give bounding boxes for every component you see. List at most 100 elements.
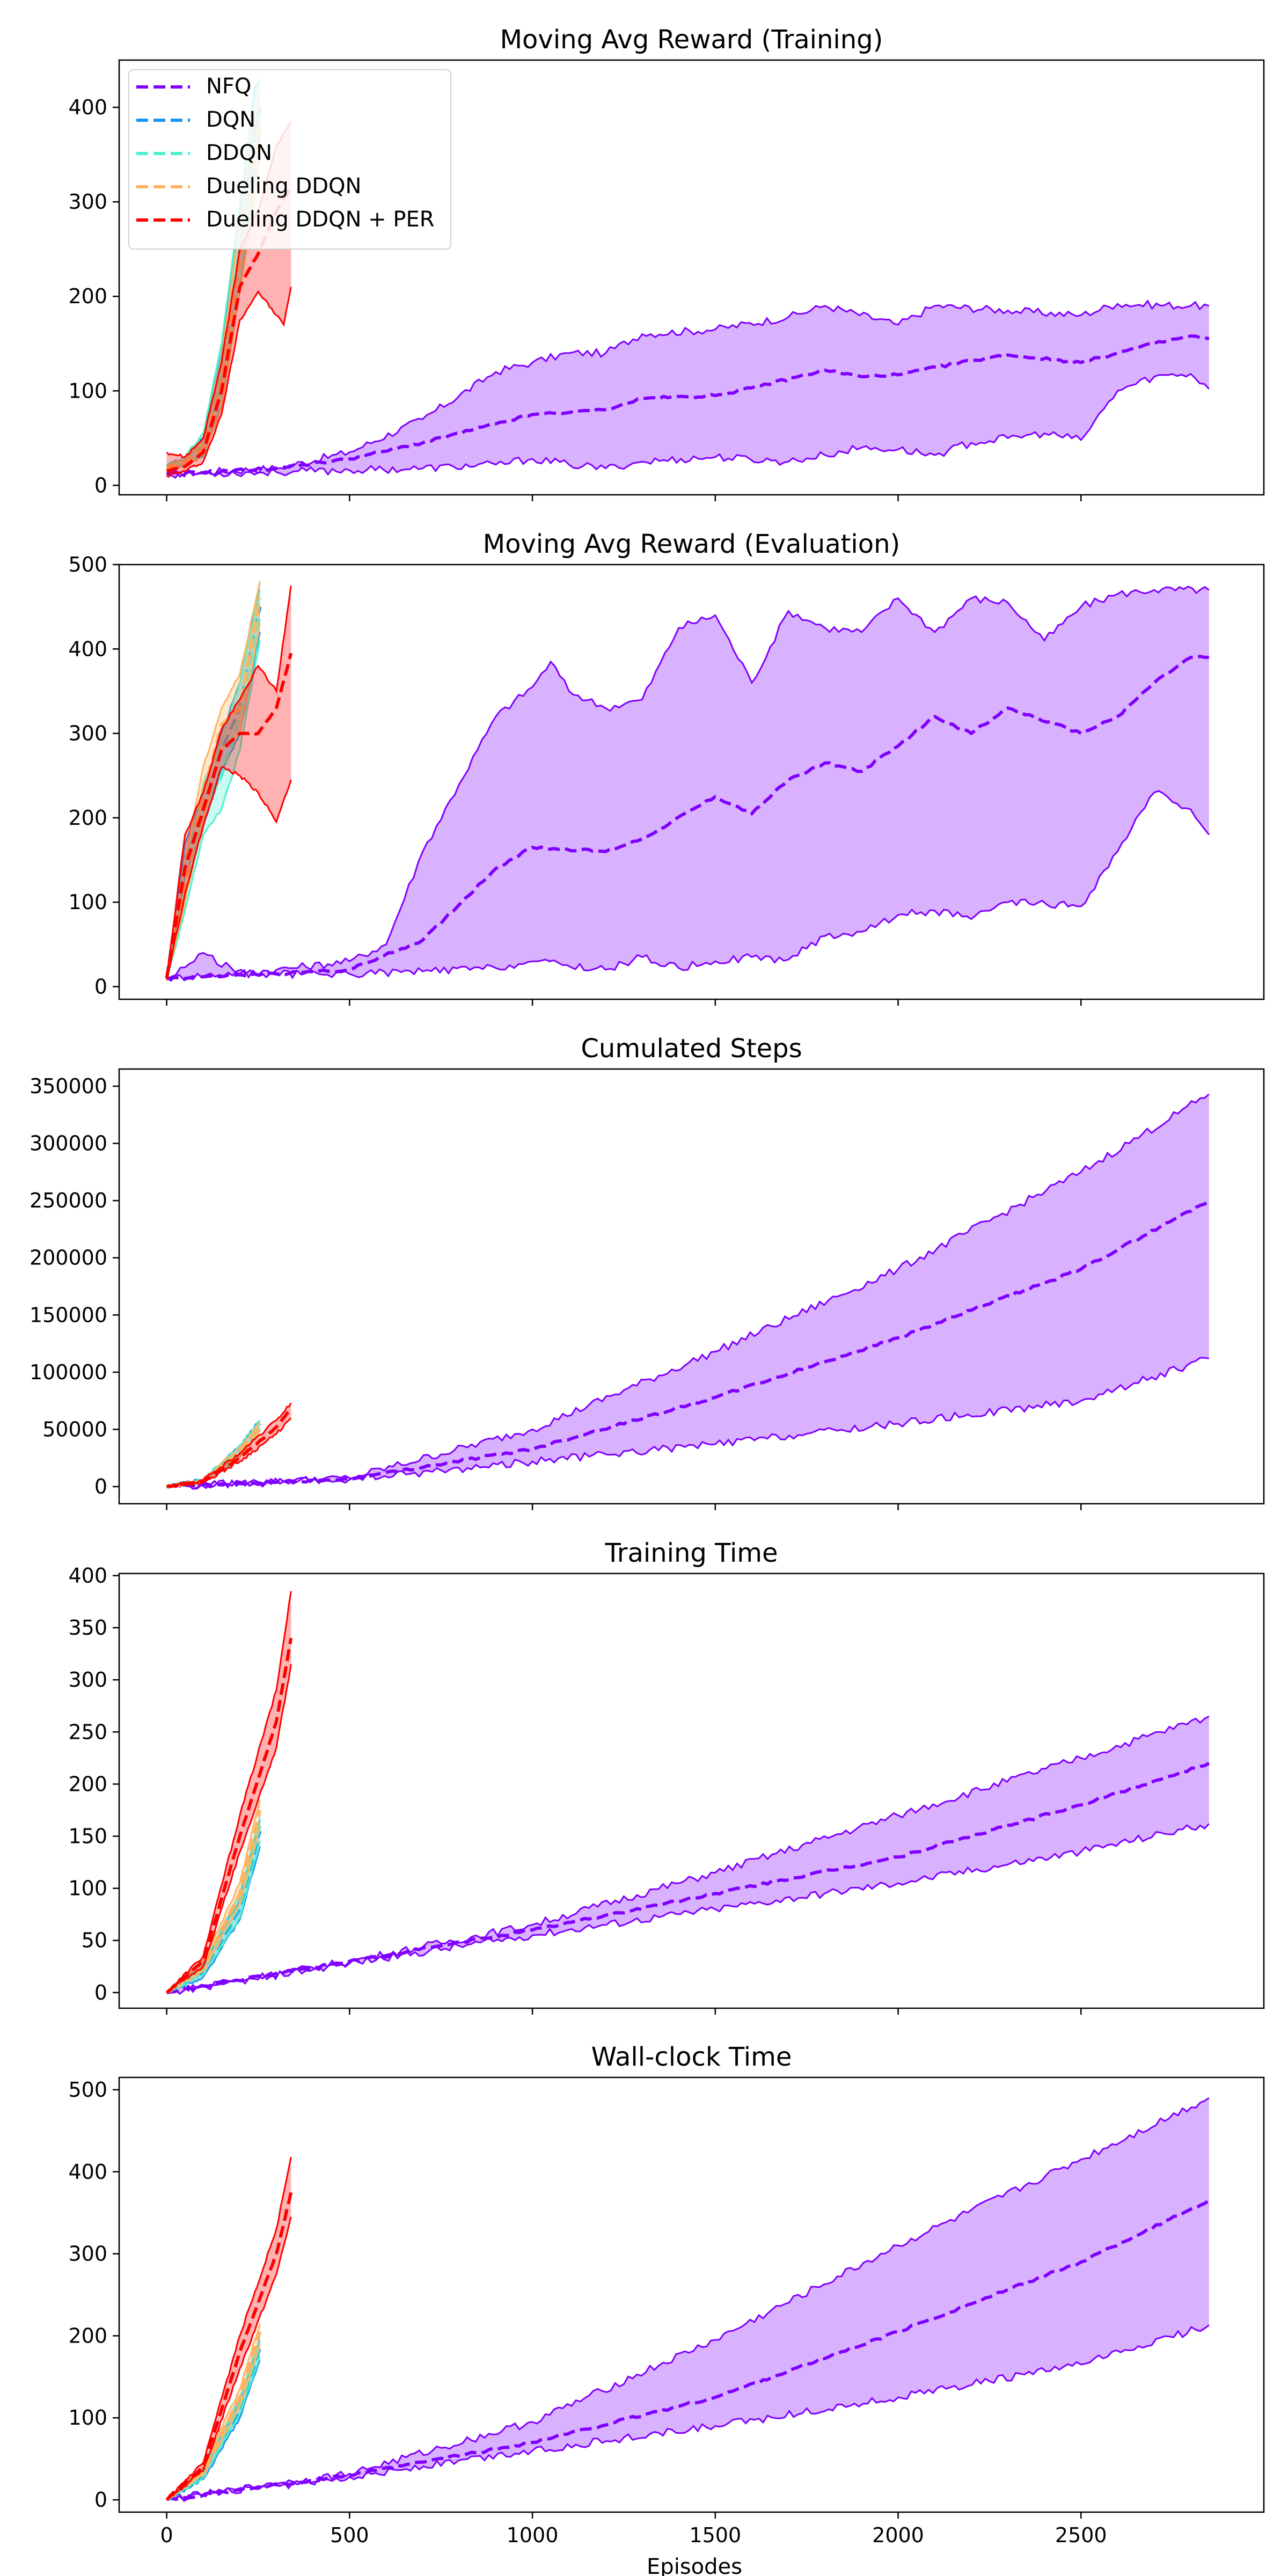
min-line-dueling-ddqn-per xyxy=(166,766,292,980)
panel-title: Moving Avg Reward (Evaluation) xyxy=(483,529,901,559)
min-line-dueling-ddqn xyxy=(166,623,261,980)
y-tick-label: 400 xyxy=(68,1564,107,1587)
y-tick-label: 200000 xyxy=(30,1246,107,1270)
band-nfq xyxy=(166,2098,1209,2501)
legend-label: Dueling DDQN xyxy=(206,174,361,199)
y-tick-label: 100 xyxy=(68,890,107,914)
panel-cumulated-steps: Cumulated Steps 0 50000 100000 150000 200000 2… xyxy=(30,1034,1265,1510)
axes-frame xyxy=(118,564,1265,1000)
y-tick-label: 250 xyxy=(68,1720,107,1744)
mean-line-dueling-ddqn xyxy=(166,1425,261,1488)
y-tick-label: 350000 xyxy=(30,1074,107,1098)
axes-frame xyxy=(118,1572,1265,2009)
min-line-dueling-ddqn-per xyxy=(166,1664,292,1994)
y-tick-label: 150000 xyxy=(30,1303,107,1327)
band-ddqn xyxy=(166,1817,260,1993)
max-line-nfq xyxy=(166,2097,1210,2502)
max-line-nfq xyxy=(166,586,1210,982)
x-tick-label: 2500 xyxy=(1055,2523,1107,2547)
y-tick-label: 350 xyxy=(68,1616,107,1640)
y-tick-label: 0 xyxy=(94,1981,107,2004)
y-tick-label: 300 xyxy=(68,190,107,214)
legend-label: DQN xyxy=(206,107,255,132)
band-nfq xyxy=(166,301,1209,478)
panel-title: Wall-clock Time xyxy=(591,2042,792,2072)
series-nfq xyxy=(166,1715,1210,1995)
series-nfq xyxy=(166,1093,1210,1490)
y-tick-label: 400 xyxy=(68,96,107,119)
x-tick-label: 1500 xyxy=(689,2523,741,2547)
series-dueling-ddqn-per xyxy=(166,1402,292,1488)
y-tick-label: 0 xyxy=(94,975,107,998)
y-tick-label: 300 xyxy=(68,1668,107,1692)
panel-moving-avg-reward-training: Moving Avg Reward (Training) 0 100 200 300 40… xyxy=(68,25,1265,501)
legend-label: NFQ xyxy=(206,74,251,99)
mean-line-nfq xyxy=(166,1761,1210,1994)
y-tick-label: 400 xyxy=(68,2160,107,2184)
band-nfq xyxy=(166,1716,1209,1994)
mean-line-dueling-ddqn-per xyxy=(165,2192,293,2501)
max-line-nfq xyxy=(166,1093,1210,1490)
mean-line-nfq xyxy=(166,655,1209,980)
mean-line-nfq xyxy=(166,334,1210,476)
y-tick-label: 500 xyxy=(68,2078,107,2102)
y-tick-label: 200 xyxy=(68,806,107,830)
y-tick-label: 300000 xyxy=(30,1132,107,1155)
axes-frame xyxy=(118,1068,1265,1505)
series-dueling-ddqn-per xyxy=(165,586,293,980)
min-line-nfq xyxy=(166,372,1210,479)
y-tick-label: 100000 xyxy=(30,1360,107,1384)
y-tick-label: 50 xyxy=(82,1929,107,1952)
y-tick-label: 500 xyxy=(68,553,107,576)
x-tick-label: 500 xyxy=(330,2523,369,2547)
chart-panels: Moving Avg Reward (Training) 0 100 200 300 40… xyxy=(30,25,1265,2547)
max-line-dueling-ddqn-per xyxy=(166,586,292,977)
plot-area xyxy=(166,1093,1210,1490)
max-line-nfq xyxy=(166,299,1210,478)
legend-frame xyxy=(128,69,451,250)
series-nfq xyxy=(166,586,1210,982)
x-axis-label: Episodes xyxy=(647,2555,742,2576)
y-tick-label: 0 xyxy=(94,473,107,497)
panel-wall-clock-time: Wall-clock Time 0 100 200 300 400 500 0 500 1000 1… xyxy=(68,2042,1265,2547)
legend-label: DDQN xyxy=(206,141,272,165)
plot-area xyxy=(165,581,1210,982)
x-tick-label: 1000 xyxy=(507,2523,559,2547)
legend-label: Dueling DDQN + PER xyxy=(206,207,435,232)
series-nfq xyxy=(166,299,1210,479)
min-line-dueling-ddqn-per xyxy=(166,2216,292,2501)
max-line-dueling-ddqn-per xyxy=(166,1402,292,1488)
legend: NFQ DQN DDQN Dueling DDQN Dueling DDQN + PER xyxy=(128,69,451,250)
y-tick-label: 400 xyxy=(68,637,107,661)
band-dueling-ddqn-per xyxy=(166,586,291,980)
y-tick-label: 200 xyxy=(68,2324,107,2347)
y-tick-label: 300 xyxy=(68,2242,107,2266)
plot-area xyxy=(165,2097,1210,2502)
y-tick-label: 250000 xyxy=(30,1189,107,1212)
mean-line-dueling-ddqn xyxy=(165,1810,262,1994)
plot-area xyxy=(165,1591,1210,1995)
band-dqn xyxy=(166,1420,260,1488)
y-tick-label: 100 xyxy=(68,379,107,402)
series-dueling-ddqn-per xyxy=(165,2156,293,2501)
mean-line-dueling-ddqn-per xyxy=(165,1637,293,1994)
max-line-dueling-ddqn-per xyxy=(166,2156,292,2500)
axes-frame xyxy=(118,2076,1265,2513)
panel-title: Cumulated Steps xyxy=(581,1034,802,1064)
y-tick-label: 200 xyxy=(68,1772,107,1796)
y-tick-label: 100 xyxy=(68,2406,107,2429)
band-nfq xyxy=(166,587,1209,981)
min-line-dueling-ddqn-per xyxy=(166,287,292,478)
series-dueling-ddqn-per xyxy=(165,1591,293,1994)
y-tick-label: 50000 xyxy=(42,1417,107,1441)
mean-line-nfq xyxy=(166,2199,1210,2501)
panel-title: Moving Avg Reward (Training) xyxy=(500,25,883,55)
x-tick-label: 2000 xyxy=(872,2523,924,2547)
y-tick-label: 0 xyxy=(94,2488,107,2512)
mean-line-dueling-ddqn-per xyxy=(165,653,293,979)
panel-training-time: Training Time 0 50 100 150 200 250 300 350 400 xyxy=(68,1538,1265,2015)
y-tick-label: 300 xyxy=(68,722,107,745)
y-tick-label: 150 xyxy=(68,1824,107,1848)
x-tick-label: 0 xyxy=(160,2523,173,2547)
